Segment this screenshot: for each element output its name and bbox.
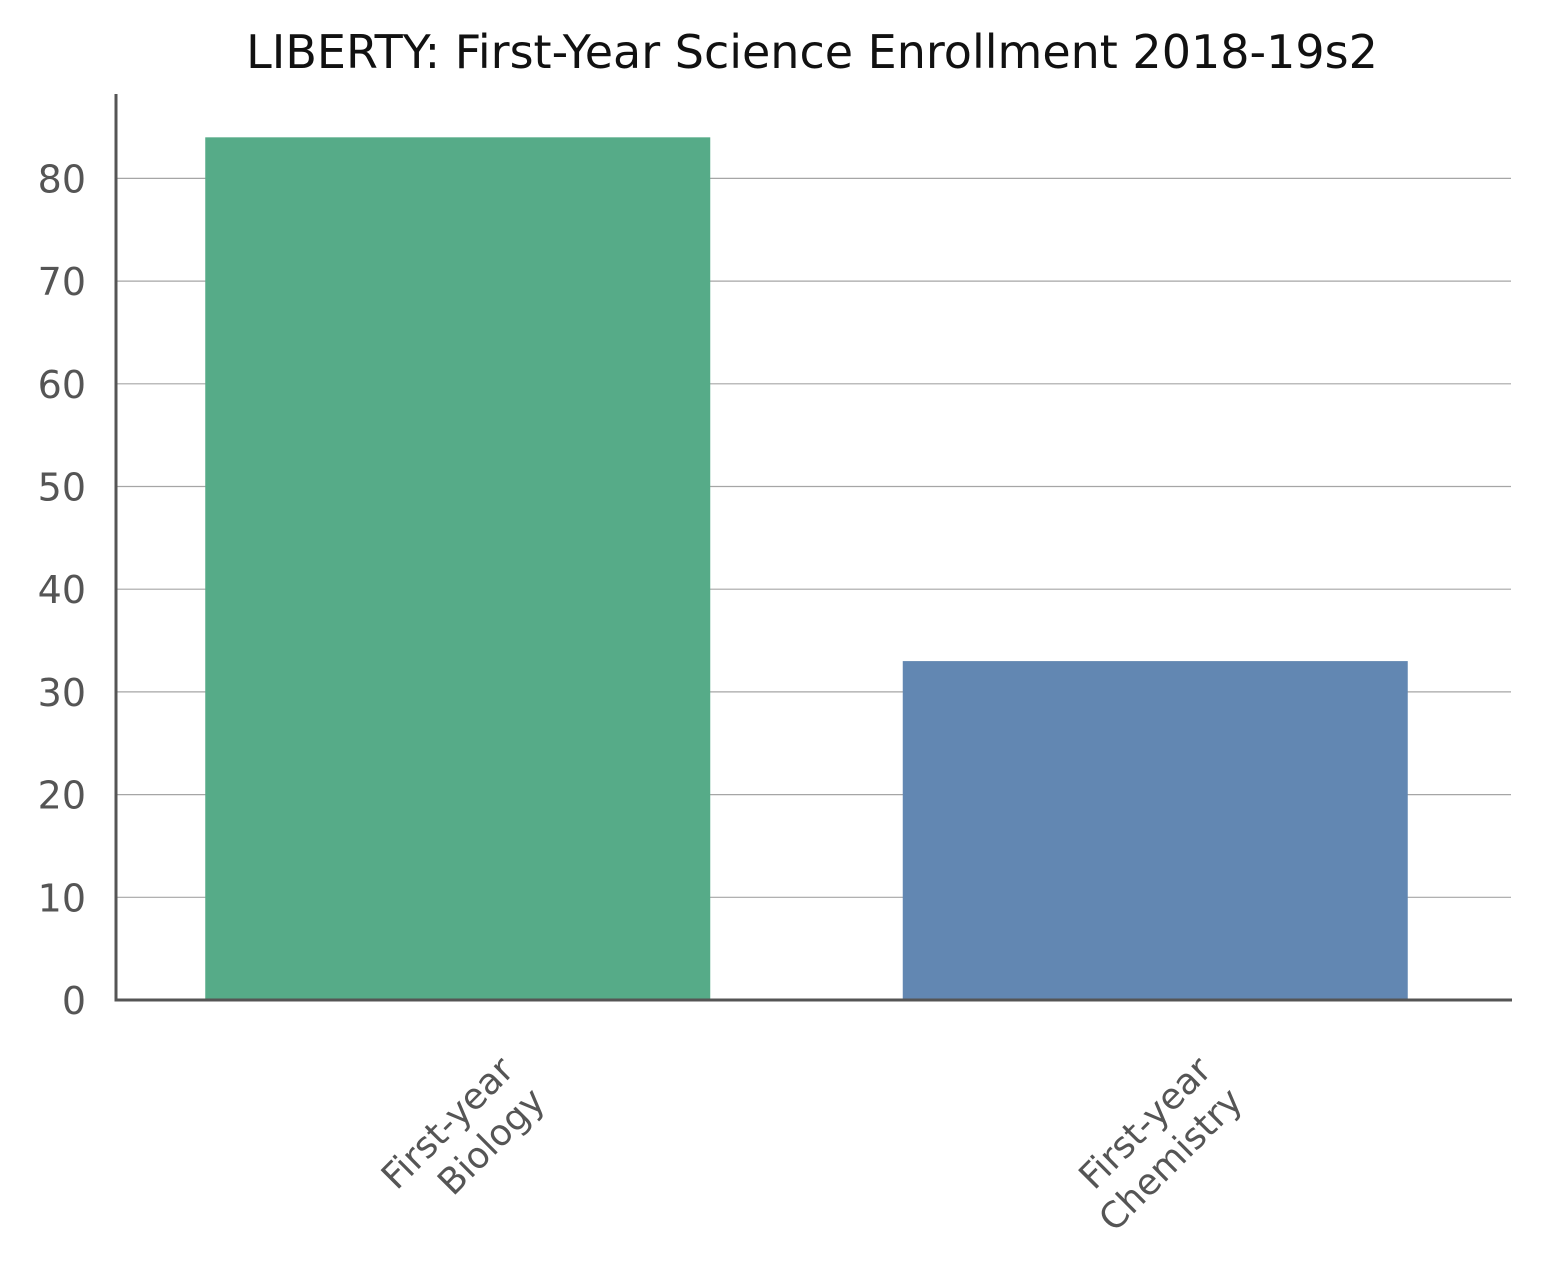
svg-text:First-yearChemistry: First-yearChemistry [1060, 1049, 1250, 1239]
bar [205, 137, 711, 1000]
bar [902, 661, 1408, 1000]
svg-text:First-yearBiology: First-yearBiology [374, 1049, 553, 1228]
y-axis: 0 10 20 30 40 50 60 70 80 [38, 94, 118, 1023]
y-tick-label: 80 [38, 157, 86, 201]
y-tick-label: 20 [38, 774, 86, 818]
x-tick-label: First-yearBiology [374, 1049, 553, 1228]
y-tick-label: 70 [38, 260, 86, 304]
bars [205, 137, 1408, 1000]
y-tick-label: 50 [38, 466, 86, 510]
y-tick-label: 0 [62, 979, 86, 1023]
x-tick-label: First-yearChemistry [1060, 1049, 1251, 1239]
chart-title: LIBERTY: First-Year Science Enrollment 2… [246, 25, 1378, 79]
y-tick-label: 10 [38, 876, 86, 920]
y-tick-label: 30 [38, 671, 86, 715]
x-axis: First-yearBiology First-yearChemistry [114, 998, 1512, 1240]
y-tick-label: 40 [38, 568, 86, 612]
y-tick-label: 60 [38, 363, 86, 407]
